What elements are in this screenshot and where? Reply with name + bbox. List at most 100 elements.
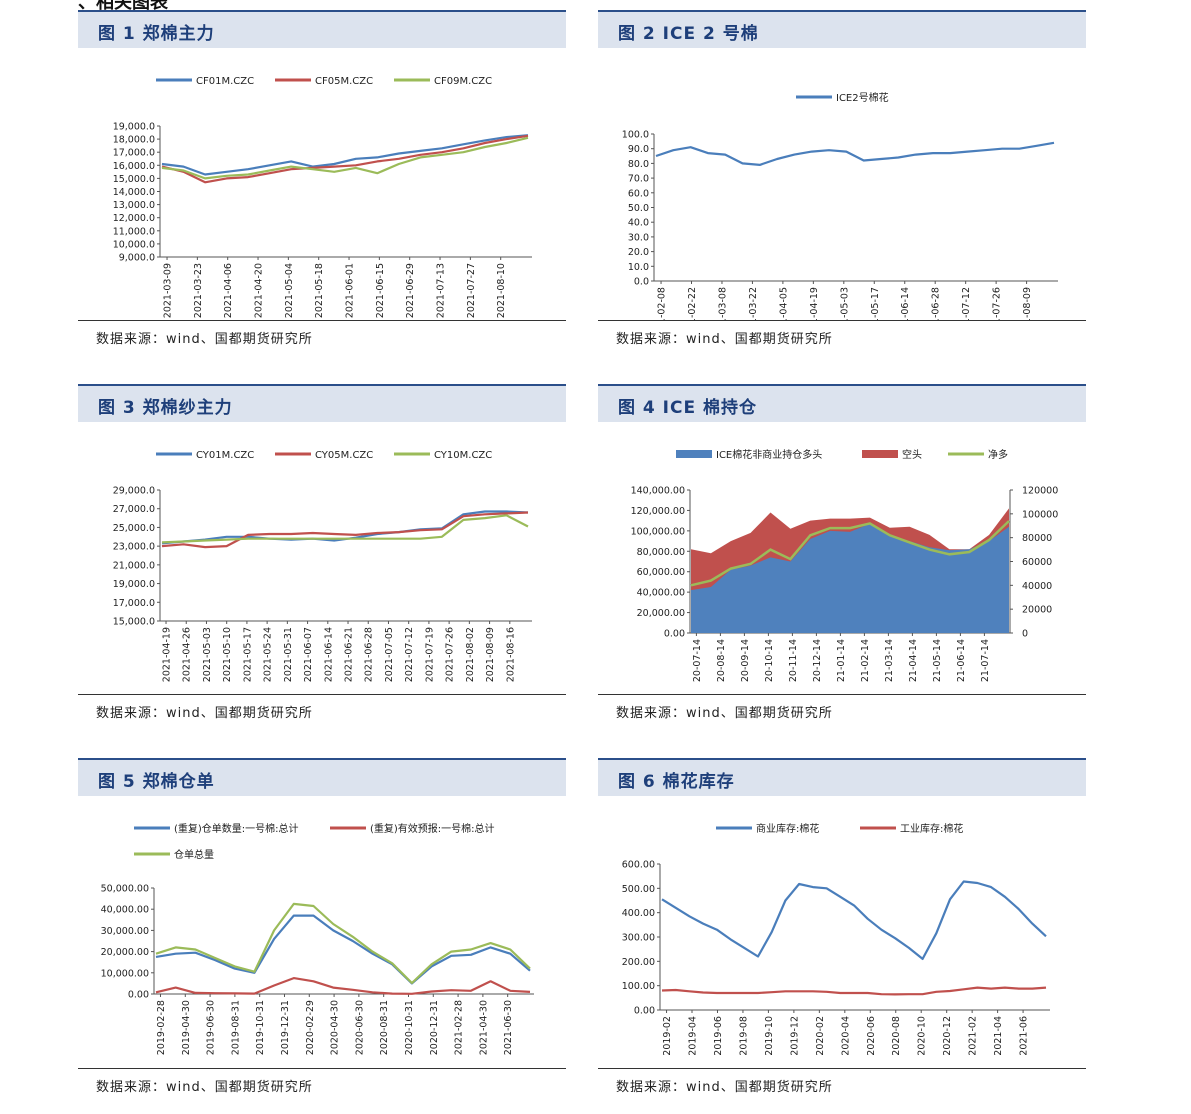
x-tick-label: 21-06-14 [956,639,967,682]
x-tick-label: 2021-03-22 [748,287,759,320]
source-divider [78,320,566,321]
x-tick-label: 2021-05-03 [839,287,850,320]
source-divider [78,694,566,695]
y-tick-label: 20.0 [628,247,649,258]
x-tick-label: 2021-06-30 [503,1000,514,1055]
x-tick-label: 2020-04-30 [330,1000,341,1055]
x-tick-label: 2021-05-04 [284,263,295,318]
x-tick-label: 2021-04-19 [809,287,820,320]
y-tick-label: 500.00 [622,884,655,895]
source-note: 数据来源：wind、国都期货研究所 [96,1080,313,1095]
x-tick-label: 2021-05-18 [314,263,325,318]
y-tick-label: 60.0 [628,188,649,199]
x-tick-label: 20-09-14 [740,639,751,682]
y-tick-label: 29,000.0 [113,486,155,497]
x-tick-label: 2019-06 [713,1016,724,1056]
x-tick-label: 2020-08 [891,1016,902,1056]
x-tick-label: 2021-04-26 [182,627,193,682]
x-tick-label: 2019-12 [789,1016,800,1056]
legend-label: 仓单总量 [174,848,214,861]
y-tick-label: 80,000.00 [637,547,685,558]
y-tick-label: 20,000.00 [101,947,149,958]
y-tick-label: 70.0 [628,174,649,185]
x-tick-label: 2020-02-29 [305,1000,316,1055]
x-tick-label: 2021-07-05 [384,627,395,682]
series-line-0 [161,134,529,176]
y-tick-label: 9,000.0 [119,253,155,264]
y-tick-label: 20,000.00 [637,608,685,619]
y-tick-label-right: 120000 [1022,486,1058,497]
x-tick-label: 2021-06 [1019,1016,1030,1056]
x-tick-label: 2020-06-30 [354,1000,365,1055]
x-tick-label: 2020-06 [866,1016,877,1056]
series-area-0 [691,523,1009,633]
series-line-1 [161,134,529,184]
x-tick-label: 2019-10-31 [255,1000,266,1055]
legend-label: 空头 [902,448,922,461]
y-tick-label: 300.00 [622,933,655,944]
x-tick-label: 20-07-14 [692,639,703,682]
y-tick-label: 400.00 [622,908,655,919]
chart-2: ICE2号棉花 0.0 10.0 20.0 30.0 40.0 50.0 60.0 70.0 80… [622,91,1058,320]
y-tick-label: 23,000.0 [113,542,155,553]
x-tick-label: 2019-02-28 [156,1000,167,1055]
page-top-heading: 、相关图表 [78,0,168,13]
y-tick-label-right: 20000 [1022,605,1052,616]
x-tick-label: 2020-12-31 [429,1000,440,1055]
y-tick-label: 50,000.00 [101,884,149,895]
series-line-1 [155,977,531,995]
legend-label: 商业库存:棉花 [756,822,819,835]
y-tick-label: 100.00 [622,981,655,992]
figure-header: 图 3 郑棉纱主力 [78,384,566,422]
x-tick-label: 2021-07-13 [436,263,447,318]
x-tick-label: 2021-06-07 [303,627,314,682]
y-tick-label: 16,000.0 [113,161,155,172]
x-tick-label: 21-03-14 [884,639,895,682]
x-tick-label: 2021-06-15 [375,263,386,318]
series-line-0 [661,880,1047,960]
y-tick-label: 27,000.0 [113,504,155,515]
x-tick-label: 2021-06-28 [364,627,375,682]
x-tick-label: 2021-02-28 [454,1000,465,1055]
x-tick-label: 2021-08-16 [505,627,516,682]
x-tick-label: 2021-04-05 [778,287,789,320]
x-tick-label: 2019-12-31 [280,1000,291,1055]
x-tick-label: 20-11-14 [788,639,799,682]
figure-panel-2: 图 2 ICE 2 号棉 ICE2号棉花 0.0 10.0 20.0 30.0 40.0 5… [598,10,1086,368]
series-line-1 [661,986,1047,996]
x-tick-label: 21-01-14 [836,639,847,682]
source-divider [598,694,1086,695]
x-tick-label: 2021-04-06 [223,263,234,318]
y-tick-label: 18,000.0 [113,135,155,146]
source-divider [78,1068,566,1069]
x-tick-label: 2021-08-09 [1022,287,1033,320]
y-tick-label: 30,000.00 [101,926,149,937]
y-tick-label-right: 40000 [1022,581,1052,592]
series-line-2 [161,514,529,544]
x-tick-label: 2019-04 [688,1016,699,1056]
x-tick-label: 2020-04 [840,1016,851,1056]
x-tick-label: 2021-03-09 [163,263,174,318]
chart-6: 商业库存:棉花 工业库存:棉花 0.00 100.00 200.00 300.00 400.… [622,822,1050,1056]
y-tick-label: 11,000.0 [113,226,155,237]
y-tick-label: 0.00 [128,990,149,1001]
figure-header: 图 2 ICE 2 号棉 [598,10,1086,48]
chart-4: ICE棉花非商业持仓多头 空头 净多 0.00 20,000.00 40,000.00 60… [631,448,1059,682]
x-tick-label: 2019-08-31 [230,1000,241,1055]
x-tick-label: 2021-04-19 [162,627,173,682]
x-tick-label: 2021-05-17 [870,287,881,320]
y-tick-label: 19,000.0 [113,122,155,133]
x-tick-label: 2021-05-17 [242,627,253,682]
x-tick-label: 2021-07-26 [445,627,456,682]
y-tick-label: 25,000.0 [113,523,155,534]
x-tick-label: 2019-08 [738,1016,749,1056]
figure-header: 图 4 ICE 棉持仓 [598,384,1086,422]
figure-header: 图 1 郑棉主力 [78,10,566,48]
figure-panel-3: 图 3 郑棉纱主力 CY01M.CZC CY05M.CZC CY10M.CZC 15,… [78,384,566,742]
x-tick-label: 2021-07-12 [404,627,415,682]
legend-label: 净多 [988,448,1008,461]
legend-label: CF09M.CZC [434,76,492,87]
x-tick-label: 2021-06-29 [405,263,416,318]
x-tick-label: 2021-02-08 [657,287,668,320]
y-tick-label: 40,000.00 [637,588,685,599]
